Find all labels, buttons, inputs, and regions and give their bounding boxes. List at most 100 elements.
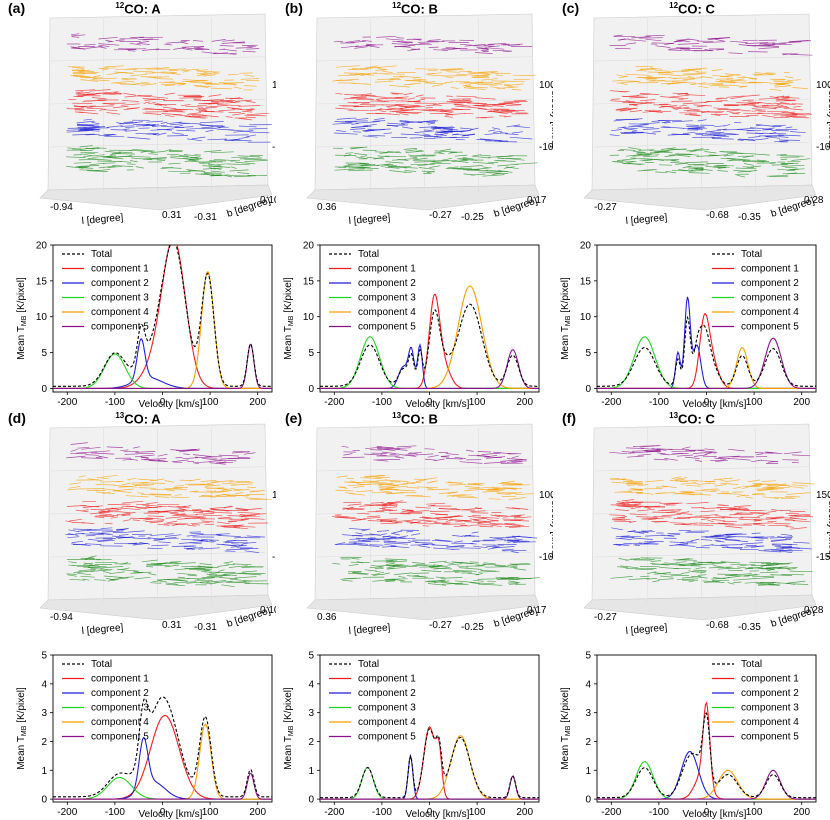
cube-emission-stroke: [704, 49, 713, 52]
cube-emission-stroke: [406, 509, 415, 511]
cube-emission-stroke: [431, 544, 449, 546]
cube-emission-stroke: [377, 78, 400, 80]
cube-emission-stroke: [761, 480, 777, 482]
cube-emission-stroke: [467, 71, 489, 74]
cube-emission-stroke: [139, 36, 164, 39]
cube-emission-stroke: [81, 105, 94, 109]
cube-emission-stroke: [432, 539, 451, 542]
panel-svg: 150-150Velocity [km/s]-0.27-0.68-0.350.2…: [560, 423, 830, 820]
cube-emission-stroke: [469, 127, 479, 131]
cube-emission-stroke: [184, 516, 206, 519]
cube-emission-stroke: [775, 82, 794, 84]
cube-emission-stroke: [504, 133, 519, 135]
cube-emission-stroke: [244, 517, 265, 520]
cube-emission-stroke: [189, 478, 201, 482]
cube-emission-stroke: [168, 562, 179, 564]
cube-emission-stroke: [509, 136, 533, 140]
cube-emission-stroke: [80, 79, 98, 82]
x-tick-label: 200: [249, 397, 266, 408]
cube-emission-stroke: [176, 129, 196, 132]
cube-emission-stroke: [645, 558, 655, 560]
cube-emission-stroke: [790, 527, 807, 530]
cube-emission-stroke: [475, 116, 494, 119]
cube-emission-stroke: [431, 161, 442, 164]
cube-emission-stroke: [697, 561, 713, 564]
cube-emission-stroke: [133, 70, 153, 73]
x-tick-label: 200: [793, 397, 810, 408]
cube-emission-stroke: [380, 452, 388, 455]
cube-emission-stroke: [690, 563, 714, 566]
cube-emission-stroke: [756, 159, 767, 162]
series-total: [320, 728, 539, 799]
cube-emission-stroke: [113, 92, 123, 94]
cube-velocity-tick: -100: [272, 552, 276, 563]
cube-emission-stroke: [218, 109, 236, 112]
cube-emission-stroke: [377, 448, 400, 451]
panel-label: (e): [285, 410, 303, 426]
cube-emission-stroke: [334, 166, 347, 168]
series-total: [597, 712, 816, 799]
y-tick-label: 1: [308, 766, 314, 777]
cube-emission-stroke: [213, 158, 237, 162]
plot-frame: [52, 244, 273, 393]
cube-emission-stroke: [342, 579, 353, 582]
cube-emission-stroke: [769, 131, 777, 135]
cube-emission-stroke: [151, 124, 167, 127]
cube-emission-stroke: [132, 484, 147, 487]
cube-emission-stroke: [352, 67, 374, 70]
cube-emission-stroke: [695, 566, 706, 570]
cube-emission-stroke: [453, 570, 477, 572]
cube-emission-stroke: [186, 534, 203, 537]
cube-emission-stroke: [507, 43, 523, 46]
cube-emission-stroke: [148, 101, 156, 105]
cube-velocity-label: Velocity [km/s]: [826, 494, 830, 558]
cube-emission-layer: [609, 147, 811, 178]
cube-emission-stroke: [244, 114, 266, 117]
cube-emission-stroke: [387, 122, 405, 125]
cube-emission-stroke: [758, 135, 778, 137]
cube-emission-stroke: [687, 75, 694, 79]
cube-emission-stroke: [662, 572, 671, 574]
cube-emission-stroke: [471, 531, 479, 534]
cube-emission-stroke: [789, 131, 806, 134]
cube-emission-stroke: [639, 93, 659, 95]
cube-emission-stroke: [726, 567, 741, 570]
cube-emission-stroke: [360, 155, 367, 158]
cube-emission-stroke: [161, 113, 183, 116]
cube-emission-stroke: [778, 567, 791, 570]
cube-emission-stroke: [352, 534, 369, 537]
y-axis-label-main: Mean T: [560, 326, 571, 360]
cube-emission-stroke: [185, 105, 204, 108]
cube-emission-stroke: [503, 84, 515, 88]
cube-emission-stroke: [198, 547, 220, 550]
cube-emission-stroke: [243, 452, 256, 455]
cube-emission-stroke: [637, 484, 649, 487]
cube-emission-stroke: [647, 571, 657, 574]
legend-entry: component 3: [358, 703, 416, 714]
cube-emission-stroke: [494, 82, 505, 84]
cube-emission-stroke: [438, 102, 463, 104]
cube-emission-stroke: [711, 544, 729, 547]
cube-emission-stroke: [236, 481, 254, 484]
y-axis-label-sub: MB: [21, 315, 28, 326]
cube-emission-stroke: [696, 154, 717, 157]
cube-emission-stroke: [637, 508, 655, 512]
cube-emission-stroke: [428, 522, 451, 525]
cube-emission-stroke: [396, 37, 405, 39]
cube-emission-stroke: [621, 127, 638, 129]
cube-emission-stroke: [713, 135, 730, 138]
plot-area: [320, 285, 539, 389]
cube-emission-stroke: [682, 127, 703, 130]
cube-emission-stroke: [144, 107, 164, 111]
cube-emission-stroke: [686, 149, 710, 152]
cube-b-tick: 0.10: [260, 195, 276, 206]
cube-emission-stroke: [644, 101, 656, 104]
y-axis-label-unit: [K/pixel]: [560, 687, 571, 726]
cube-emission-stroke: [395, 519, 414, 523]
cube-emission-stroke: [793, 541, 810, 544]
cube-emission-stroke: [467, 486, 491, 490]
cube-emission-stroke: [209, 462, 226, 465]
cube-emission-stroke: [692, 482, 701, 485]
cube-emission-stroke: [122, 500, 144, 504]
